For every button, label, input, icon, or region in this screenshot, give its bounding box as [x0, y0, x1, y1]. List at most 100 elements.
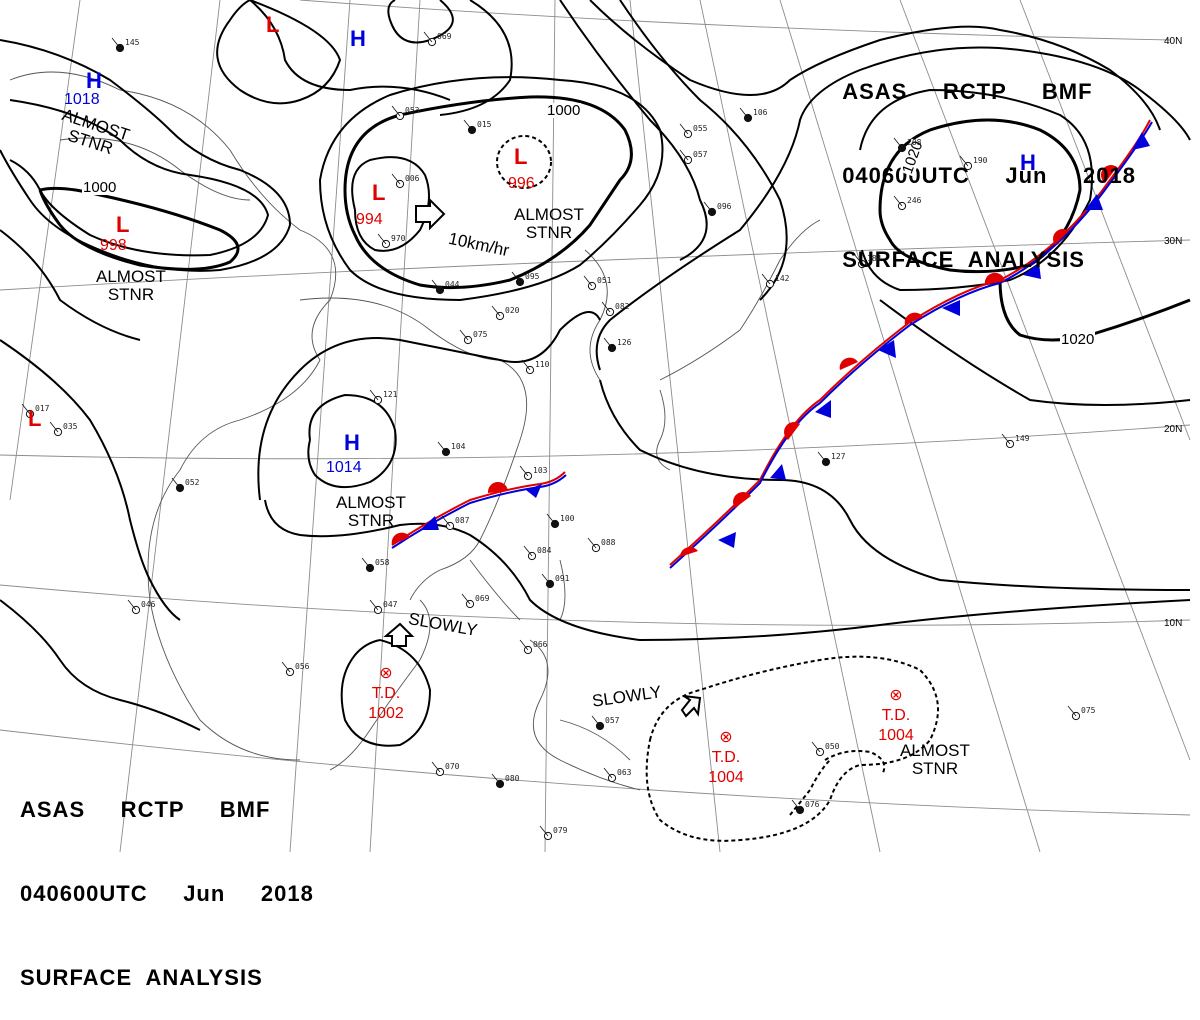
- high-pressure-symbol: H: [1020, 150, 1036, 175]
- station-pressure-value: 076: [805, 800, 820, 809]
- station-pressure-value: 145: [125, 38, 140, 47]
- station-pressure-value: 106: [753, 108, 768, 117]
- header-title-line: ASAS RCTP BMF: [842, 79, 1093, 104]
- wind-barb: [369, 599, 379, 611]
- wind-barb: [431, 279, 441, 291]
- tropical-depression-icon: ⊗: [379, 665, 393, 682]
- station-pressure-value: 020: [505, 306, 520, 315]
- wind-barb: [601, 301, 611, 313]
- front-symbols: [391, 132, 1150, 557]
- tropical-depression: ⊗ T.D. 1002: [356, 664, 416, 724]
- low-pressure-value: 996: [508, 175, 535, 192]
- station-pressure-value: 035: [63, 422, 78, 431]
- station-pressure-value: 208: [907, 138, 922, 147]
- wind-barb: [281, 661, 291, 673]
- low-pressure-symbol: L: [514, 144, 528, 169]
- station-pressure-value: 142: [775, 274, 790, 283]
- wind-barb: [791, 799, 801, 811]
- station-pressure-value: 126: [617, 338, 632, 347]
- tropical-depression-pressure: 1004: [878, 727, 914, 744]
- station-pressure-value: 070: [445, 762, 460, 771]
- station-pressure-value: 069: [437, 32, 452, 41]
- high-pressure-symbol: H: [86, 68, 102, 93]
- header-top-right: ASAS RCTP BMF 040600UTC Jun 2018 SURFACE…: [842, 22, 1136, 302]
- wind-barb: [369, 389, 379, 401]
- station-pressure-value: 096: [717, 202, 732, 211]
- station-pressure-value: 058: [375, 558, 390, 567]
- station-pressure-value: 190: [973, 156, 988, 165]
- station-pressure-value: 110: [535, 360, 550, 369]
- wind-barb: [171, 477, 181, 489]
- wind-barb: [431, 761, 441, 773]
- wind-barb: [491, 305, 501, 317]
- low-pressure-symbol: L: [266, 12, 280, 37]
- high-pressure-symbol: H: [350, 26, 366, 51]
- header-title-line: ASAS RCTP BMF: [20, 797, 271, 822]
- wind-barb: [739, 107, 749, 119]
- high-pressure-value: 1018: [64, 91, 100, 108]
- tropical-depression-pressure: 1004: [708, 769, 744, 786]
- coastlines: [9, 71, 821, 791]
- station-pressure-value: 088: [601, 538, 616, 547]
- tropical-depression-icon: ⊗: [719, 729, 733, 746]
- station-pressure-value: 050: [825, 742, 840, 751]
- dashed-isobars: [496, 135, 939, 842]
- wind-barb: [511, 271, 521, 283]
- station-pressure-value: 063: [617, 768, 632, 777]
- wind-barb: [521, 359, 531, 371]
- station-pressure-value: 079: [553, 826, 568, 835]
- wind-barb: [587, 537, 597, 549]
- wind-barb: [541, 573, 551, 585]
- latitude-label: 10N: [1164, 618, 1183, 629]
- wind-barb: [817, 451, 827, 463]
- tropical-depression: ⊗ T.D. 1004: [696, 728, 756, 788]
- wind-barb: [679, 123, 689, 135]
- wind-barb: [111, 37, 121, 49]
- wind-barb: [437, 441, 447, 453]
- movement-label: ALMOST STNR: [96, 267, 166, 304]
- station-pressure-value: 103: [533, 466, 548, 475]
- wind-barb: [811, 741, 821, 753]
- station-pressure-value: 091: [555, 574, 570, 583]
- station-pressure-value: 046: [141, 600, 156, 609]
- wind-barb: [391, 105, 401, 117]
- wind-barb: [461, 593, 471, 605]
- tropical-depression-pressure: 1002: [368, 705, 404, 722]
- wind-barb: [459, 329, 469, 341]
- wind-barb: [1067, 705, 1077, 717]
- station-pressure-value: 017: [35, 404, 50, 413]
- wind-barb: [423, 31, 433, 43]
- tropical-depression-icon: ⊗: [889, 687, 903, 704]
- isobar-value: 1000: [546, 102, 582, 119]
- wind-barb: [519, 639, 529, 651]
- wind-barb: [377, 233, 387, 245]
- station-pressure-value: 184: [867, 254, 882, 263]
- station-pressure-value: 075: [1081, 706, 1096, 715]
- wind-barb: [523, 545, 533, 557]
- station-pressure-value: 082: [615, 302, 630, 311]
- low-pressure-value: 994: [356, 211, 383, 228]
- station-pressure-value: 051: [597, 276, 612, 285]
- isobar-value: 1000: [82, 179, 118, 196]
- tropical-depression: ⊗ T.D. 1004: [866, 686, 926, 746]
- wind-barb: [546, 513, 556, 525]
- wind-barb: [583, 275, 593, 287]
- wind-barb: [703, 201, 713, 213]
- low-pressure-symbol: L: [28, 406, 42, 431]
- low-pressure-value: 998: [100, 237, 127, 254]
- station-pressure-value: 047: [383, 600, 398, 609]
- wind-barb: [539, 825, 549, 837]
- station-pressure-value: 006: [405, 174, 420, 183]
- station-pressure-value: 057: [605, 716, 620, 725]
- station-pressure-value: 087: [455, 516, 470, 525]
- wind-barb: [893, 195, 903, 207]
- wind-barb: [853, 253, 863, 265]
- station-pressure-value: 246: [907, 196, 922, 205]
- weather-map: [0, 0, 1191, 852]
- wind-barb: [1001, 433, 1011, 445]
- station-pressure-value: 970: [391, 234, 406, 243]
- movement-arrows: [383, 197, 702, 718]
- station-pressure-value: 075: [473, 330, 488, 339]
- high-pressure-value: 1014: [326, 459, 362, 476]
- header-time-line: 040600UTC Jun 2018: [20, 881, 314, 906]
